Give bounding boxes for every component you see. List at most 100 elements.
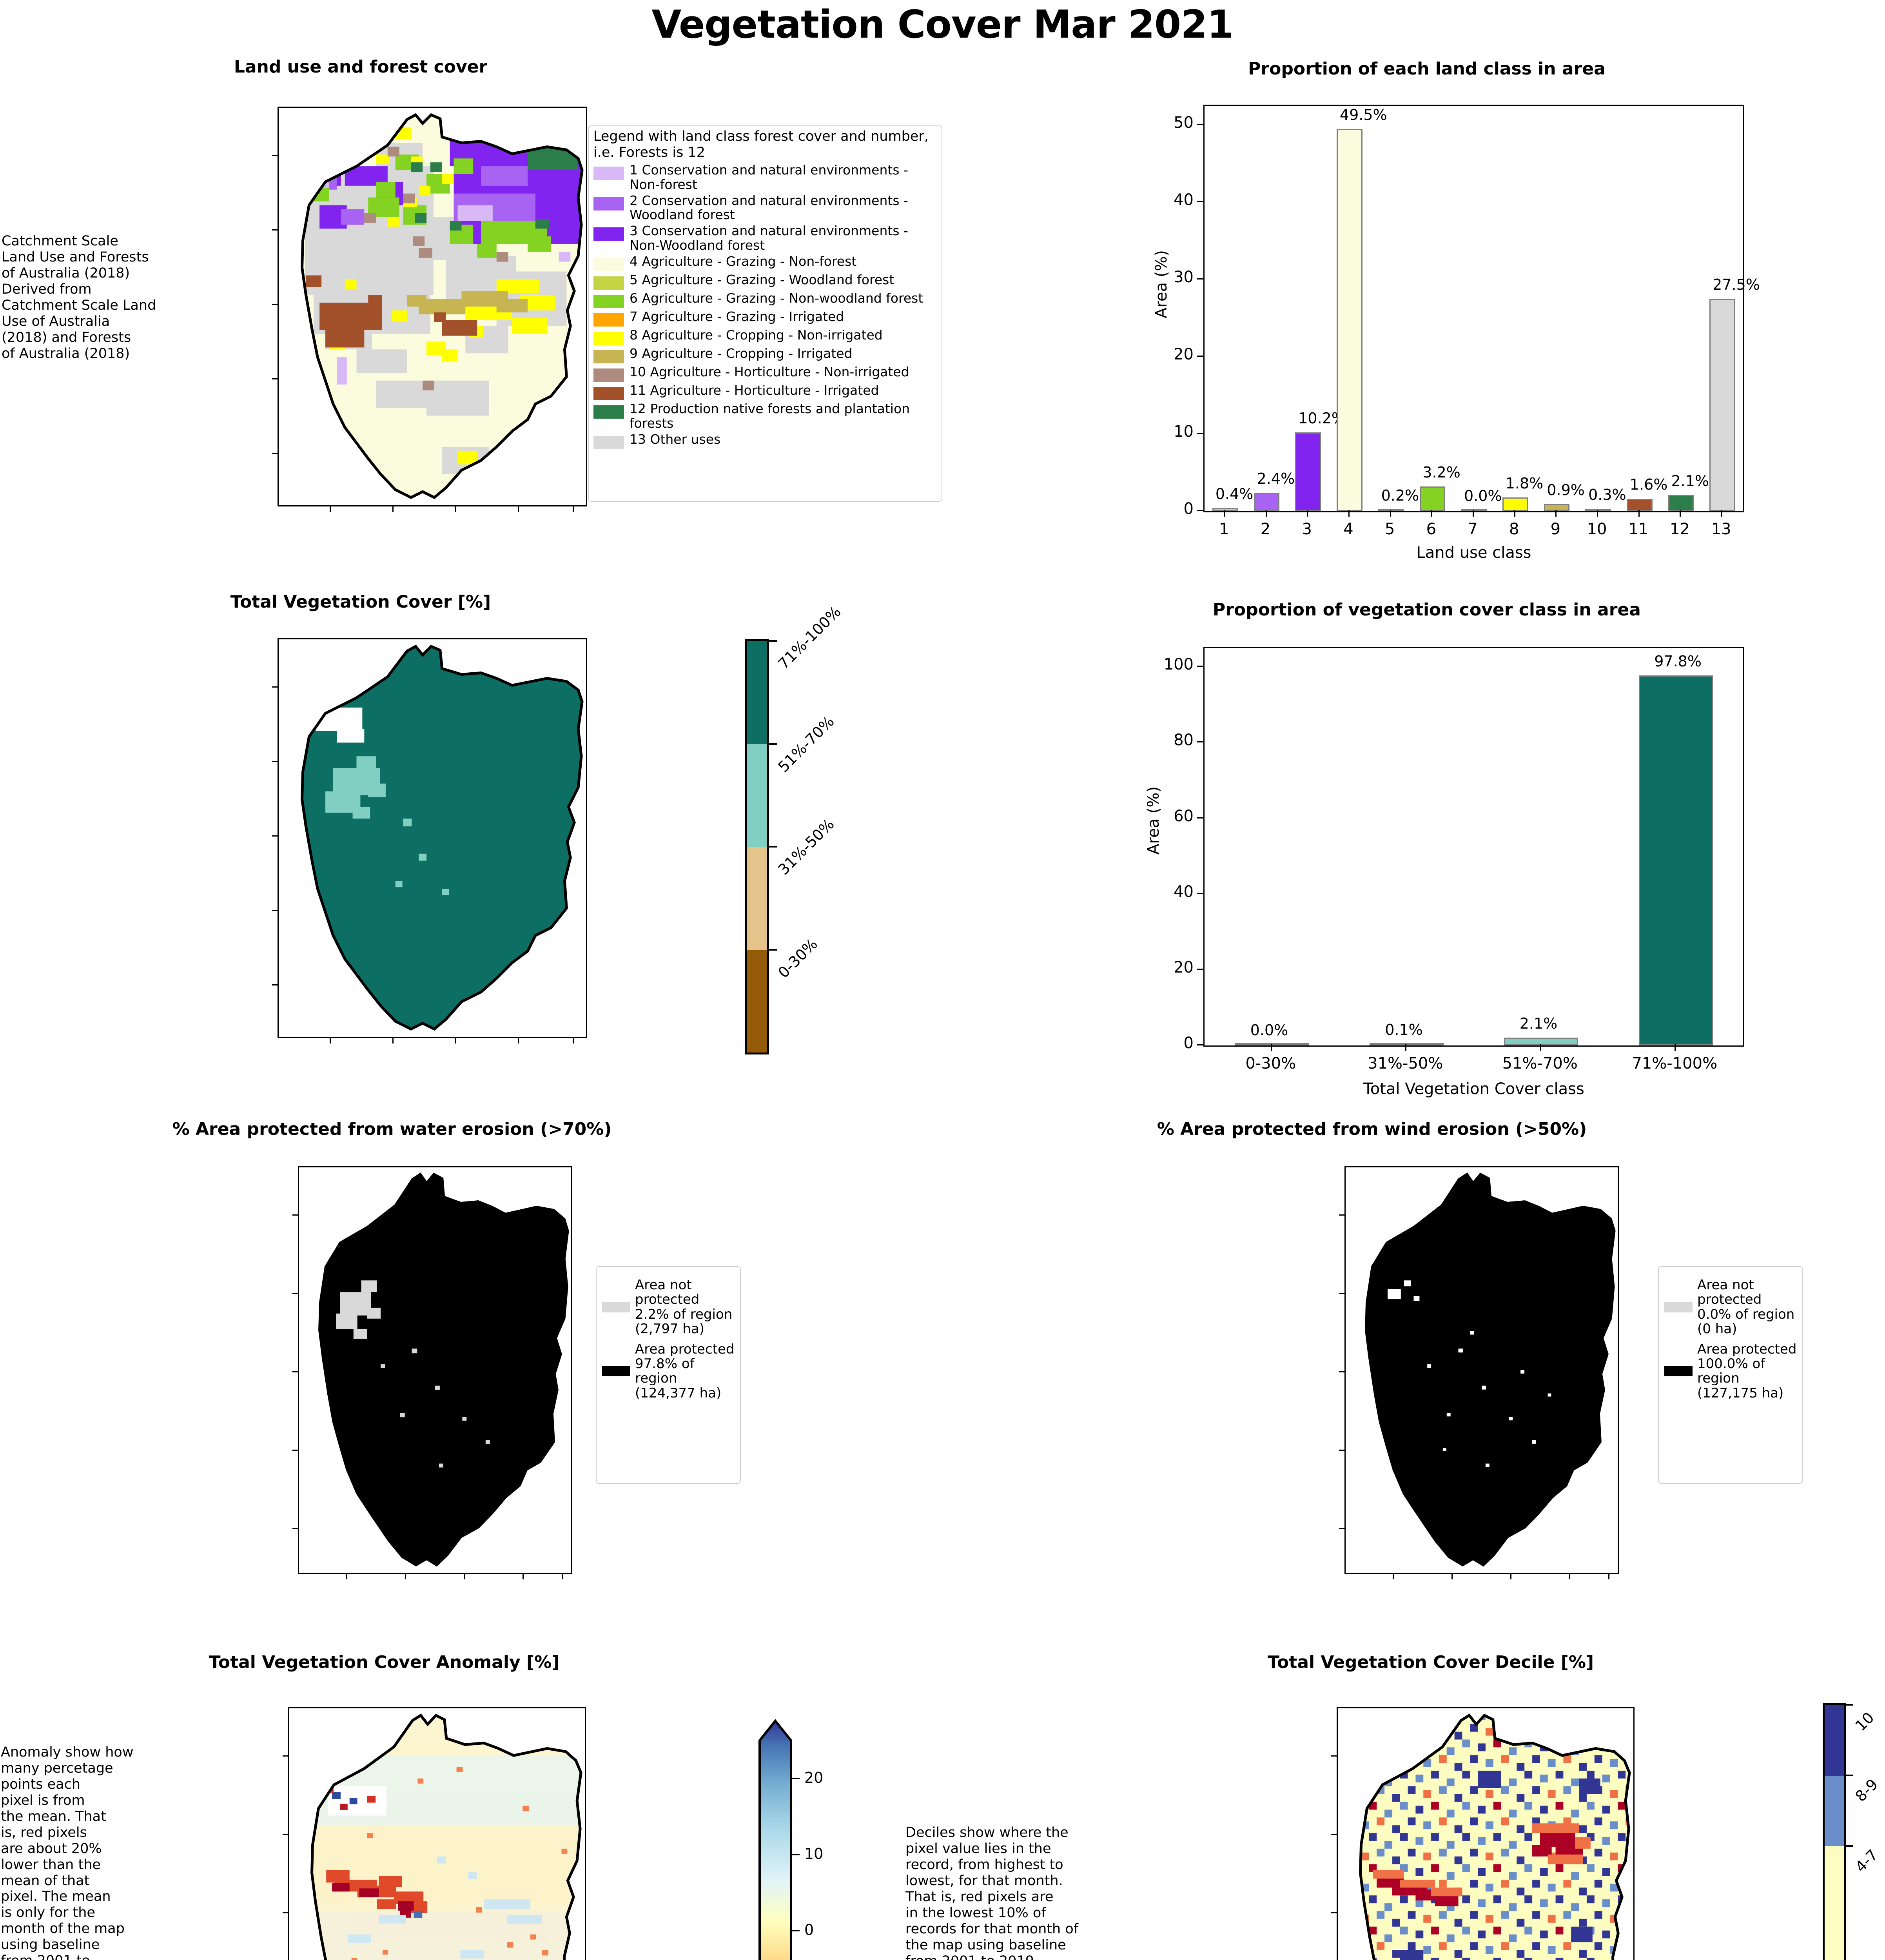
ytick-mark [1197, 1044, 1203, 1045]
xtick-label-13: 13 [1711, 520, 1731, 538]
bar-label-5: 0.2% [1381, 487, 1419, 504]
veg-cover-map-title: Total Vegetation Cover [%] [230, 592, 491, 612]
xtick-label-0-30%: 0-30% [1245, 1054, 1296, 1073]
decile-cbar-tick-1 [1845, 1775, 1853, 1776]
legend-label-1: 1 Conservation and natural environments … [630, 162, 908, 192]
protected-label: Area protected 97.8% of region (124,377 … [635, 1341, 735, 1401]
legend-label-9: 9 Agriculture - Cropping - Irrigated [630, 346, 853, 361]
legend-item-11: 11 Agriculture - Horticulture - Irrigate… [589, 382, 942, 401]
anomaly-cbar-tick-2 [792, 1930, 800, 1931]
legend-item-9: 9 Agriculture - Cropping - Irrigated [589, 345, 942, 364]
ytick-label-60: 60 [1174, 807, 1194, 825]
veg-cover-cbar-label-1: 51%-70% [775, 712, 838, 776]
xtick-label-4: 4 [1343, 520, 1353, 538]
legend-item-6: 6 Agriculture - Grazing - Non-woodland f… [589, 290, 942, 309]
decile-title: Total Vegetation Cover Decile [%] [1267, 1652, 1594, 1672]
bar-label-2: 2.4% [1257, 470, 1295, 487]
bar-label-6: 3.2% [1422, 463, 1460, 481]
wind-erosion-map [1339, 1166, 1619, 1579]
bar-6 [1419, 486, 1446, 511]
xtick-label-12: 12 [1670, 520, 1690, 538]
anomaly-colorbar-strip [758, 1719, 792, 1960]
water-erosion-not-protected-row: Area not protected 2.2% of region (2,797… [602, 1278, 735, 1337]
legend-swatch-12 [593, 405, 624, 419]
xtick-label-9: 9 [1550, 520, 1561, 538]
xtick-mark [1638, 510, 1640, 517]
ytick-label-20: 20 [1174, 958, 1194, 976]
bar-label-7: 0.0% [1464, 487, 1502, 505]
legend-label-5: 5 Agriculture - Grazing - Woodland fores… [630, 272, 894, 288]
land-use-map [272, 107, 587, 512]
legend-swatch-7 [593, 313, 624, 327]
xtick-mark [1540, 1044, 1541, 1051]
xtick-mark [1270, 1044, 1272, 1051]
xtick-mark [1431, 510, 1433, 517]
legend-swatch-8 [593, 332, 624, 345]
legend-item-2: 2 Conservation and natural environments … [589, 192, 942, 223]
protected-swatch [1664, 1366, 1693, 1377]
decile-cbar-seg-0 [1825, 1705, 1844, 1776]
veg-cover-cbar-label-3: 0-30% [775, 935, 821, 982]
bar-label-71%-100%: 97.8% [1654, 652, 1702, 670]
xtick-label-6: 6 [1426, 520, 1437, 538]
protected-label: Area protected 100.0% of region (127,175… [1697, 1341, 1797, 1401]
veg-cover-chart-xlabel: Total Vegetation Cover class [1363, 1080, 1584, 1098]
veg-cover-map [272, 638, 587, 1044]
legend-swatch-1 [593, 166, 624, 180]
legend-item-8: 8 Agriculture - Cropping - Non-irrigated [589, 327, 942, 345]
xtick-mark [1473, 510, 1474, 517]
bar-2 [1254, 492, 1280, 511]
ytick-mark [1197, 893, 1203, 894]
veg-cover-cbar-seg-3 [747, 949, 767, 1053]
veg-cover-cbar-seg-2 [747, 847, 767, 950]
legend-swatch-6 [593, 295, 624, 309]
ytick-mark [1197, 433, 1203, 434]
xtick-label-11: 11 [1628, 520, 1649, 538]
decile-cbar-tick-2 [1845, 1845, 1853, 1847]
xtick-label-31%-50%: 31%-50% [1368, 1054, 1443, 1073]
legend-swatch-10 [593, 368, 624, 382]
not-protected-label: Area not protected 0.0% of region (0 ha) [1697, 1277, 1795, 1337]
anomaly-cbar-label-1: 10 [804, 1845, 824, 1862]
ytick-mark [1197, 278, 1203, 280]
veg-cover-cbar-seg-0 [747, 641, 767, 744]
decile-map [1331, 1707, 1635, 1960]
xtick-label-1: 1 [1219, 520, 1229, 538]
xtick-mark [1265, 510, 1267, 517]
bar-71%-100% [1638, 675, 1713, 1045]
legend-item-13: 13 Other uses [589, 431, 942, 450]
ytick-label-30: 30 [1174, 268, 1194, 287]
anomaly-cbar-label-0: 20 [804, 1769, 824, 1786]
bar-label-12: 2.1% [1671, 472, 1709, 490]
bar-label-9: 0.9% [1547, 481, 1585, 499]
xtick-mark [1405, 1044, 1407, 1051]
anomaly-cbar-tick-0 [792, 1778, 800, 1779]
decile-cbar-seg-2 [1825, 1846, 1844, 1960]
legend-label-13: 13 Other uses [630, 432, 721, 447]
anomaly-map [283, 1707, 586, 1960]
ytick-mark [1197, 817, 1203, 818]
bar-label-0-30%: 0.0% [1250, 1022, 1288, 1039]
ytick-mark [1197, 666, 1203, 667]
veg-cover-region-raster [279, 639, 586, 1037]
anomaly-cbar-tick-1 [792, 1854, 800, 1855]
legend-item-5: 5 Agriculture - Grazing - Woodland fores… [589, 272, 942, 290]
xtick-mark [1597, 510, 1598, 517]
wind-erosion-protected-row: Area protected 100.0% of region (127,175… [1664, 1342, 1797, 1401]
bar-label-31%-50%: 0.1% [1385, 1021, 1423, 1038]
ytick-label-40: 40 [1174, 882, 1194, 901]
xtick-label-3: 3 [1302, 520, 1312, 538]
ytick-mark [1197, 968, 1203, 970]
protected-swatch [602, 1366, 630, 1377]
anomaly-title: Total Vegetation Cover Anomaly [%] [209, 1652, 560, 1672]
legend-swatch-5 [593, 276, 624, 290]
veg-cover-chart: Area (%) 0.0% 0.1% 2.1% 97.8% 0 20 40 60 80 100 … [1094, 635, 1768, 1098]
wind-erosion-not-protected-row: Area not protected 0.0% of region (0 ha) [1664, 1278, 1797, 1337]
legend-swatch-13 [593, 436, 624, 450]
land-use-map-title: Land use and forest cover [234, 57, 488, 77]
legend-swatch-2 [593, 197, 624, 211]
decile-cbar-seg-1 [1825, 1776, 1844, 1846]
legend-label-4: 4 Agriculture - Grazing - Non-forest [630, 254, 857, 269]
bar-label-4: 49.5% [1339, 106, 1387, 124]
decile-note: Deciles show where the pixel value lies … [905, 1825, 1079, 1960]
